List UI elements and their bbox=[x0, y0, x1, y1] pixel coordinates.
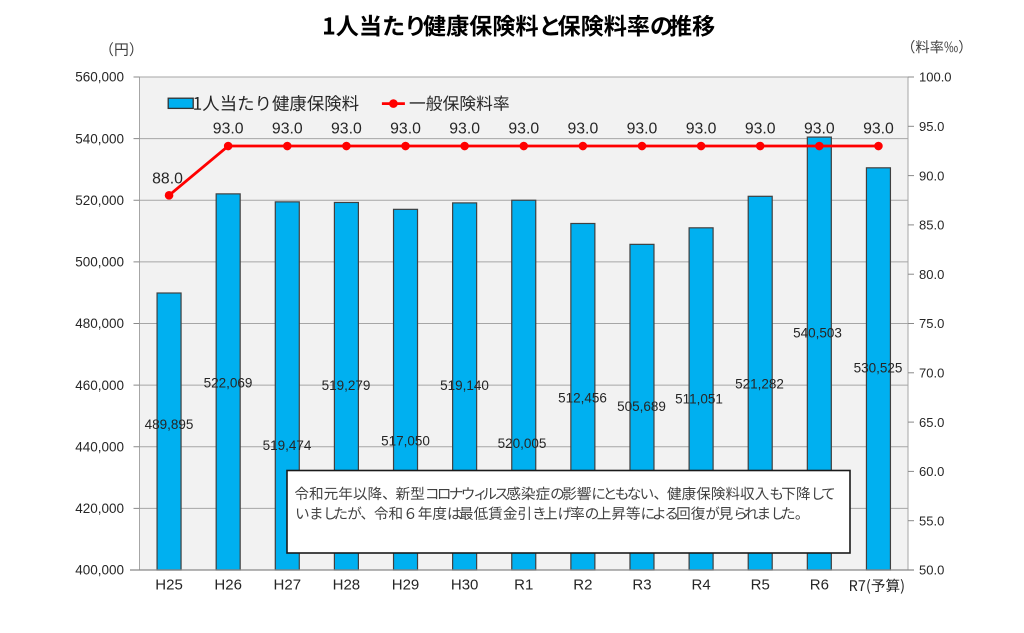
svg-text:75.0: 75.0 bbox=[919, 316, 944, 331]
svg-text:100.0: 100.0 bbox=[919, 70, 952, 85]
svg-text:50.0: 50.0 bbox=[919, 563, 944, 578]
svg-text:80.0: 80.0 bbox=[919, 267, 944, 282]
svg-text:93.0: 93.0 bbox=[213, 121, 244, 138]
svg-text:93.0: 93.0 bbox=[331, 121, 362, 138]
svg-text:R1: R1 bbox=[514, 576, 533, 593]
svg-text:440,000: 440,000 bbox=[75, 439, 124, 454]
svg-text:560,000: 560,000 bbox=[75, 70, 124, 85]
svg-text:93.0: 93.0 bbox=[567, 121, 598, 138]
svg-text:93.0: 93.0 bbox=[272, 121, 303, 138]
svg-text:95.0: 95.0 bbox=[919, 119, 944, 134]
svg-text:420,000: 420,000 bbox=[75, 501, 124, 516]
svg-text:65.0: 65.0 bbox=[919, 415, 944, 430]
svg-text:70.0: 70.0 bbox=[919, 366, 944, 381]
svg-text:500,000: 500,000 bbox=[75, 255, 124, 270]
svg-text:93.0: 93.0 bbox=[508, 121, 539, 138]
svg-text:517,050: 517,050 bbox=[381, 434, 430, 449]
svg-text:R6: R6 bbox=[810, 576, 829, 593]
svg-text:480,000: 480,000 bbox=[75, 316, 124, 331]
svg-text:93.0: 93.0 bbox=[627, 121, 658, 138]
svg-text:400,000: 400,000 bbox=[75, 563, 124, 578]
svg-text:H28: H28 bbox=[333, 576, 361, 593]
svg-text:540,000: 540,000 bbox=[75, 131, 124, 146]
svg-text:93.0: 93.0 bbox=[745, 121, 776, 138]
svg-text:521,282: 521,282 bbox=[735, 376, 784, 391]
svg-text:522,069: 522,069 bbox=[204, 376, 253, 391]
svg-text:H30: H30 bbox=[451, 576, 479, 593]
svg-text:460,000: 460,000 bbox=[75, 378, 124, 393]
svg-text:93.0: 93.0 bbox=[390, 121, 421, 138]
svg-text:93.0: 93.0 bbox=[686, 121, 717, 138]
svg-text:60.0: 60.0 bbox=[919, 464, 944, 479]
svg-text:519,474: 519,474 bbox=[263, 438, 312, 453]
svg-text:489,895: 489,895 bbox=[145, 417, 194, 432]
svg-text:90.0: 90.0 bbox=[919, 168, 944, 183]
svg-text:93.0: 93.0 bbox=[804, 121, 835, 138]
svg-text:R5: R5 bbox=[751, 576, 770, 593]
svg-text:85.0: 85.0 bbox=[919, 218, 944, 233]
svg-text:505,689: 505,689 bbox=[617, 399, 666, 414]
svg-text:520,000: 520,000 bbox=[75, 193, 124, 208]
svg-text:H29: H29 bbox=[392, 576, 420, 593]
svg-text:530,525: 530,525 bbox=[854, 361, 903, 376]
svg-text:519,279: 519,279 bbox=[322, 378, 371, 393]
svg-text:H27: H27 bbox=[274, 576, 302, 593]
svg-text:93.0: 93.0 bbox=[863, 121, 894, 138]
svg-text:H25: H25 bbox=[155, 576, 183, 593]
svg-text:R2: R2 bbox=[573, 576, 592, 593]
svg-text:R3: R3 bbox=[632, 576, 651, 593]
svg-text:519,140: 519,140 bbox=[440, 378, 489, 393]
svg-text:88.0: 88.0 bbox=[152, 170, 183, 187]
svg-text:512,456: 512,456 bbox=[558, 391, 607, 406]
svg-text:511,051: 511,051 bbox=[675, 391, 723, 406]
svg-text:540,503: 540,503 bbox=[793, 325, 842, 340]
svg-text:520,005: 520,005 bbox=[498, 436, 547, 451]
svg-text:93.0: 93.0 bbox=[449, 121, 480, 138]
svg-text:H26: H26 bbox=[214, 576, 242, 593]
svg-text:55.0: 55.0 bbox=[919, 513, 944, 528]
svg-text:R4: R4 bbox=[692, 576, 711, 593]
